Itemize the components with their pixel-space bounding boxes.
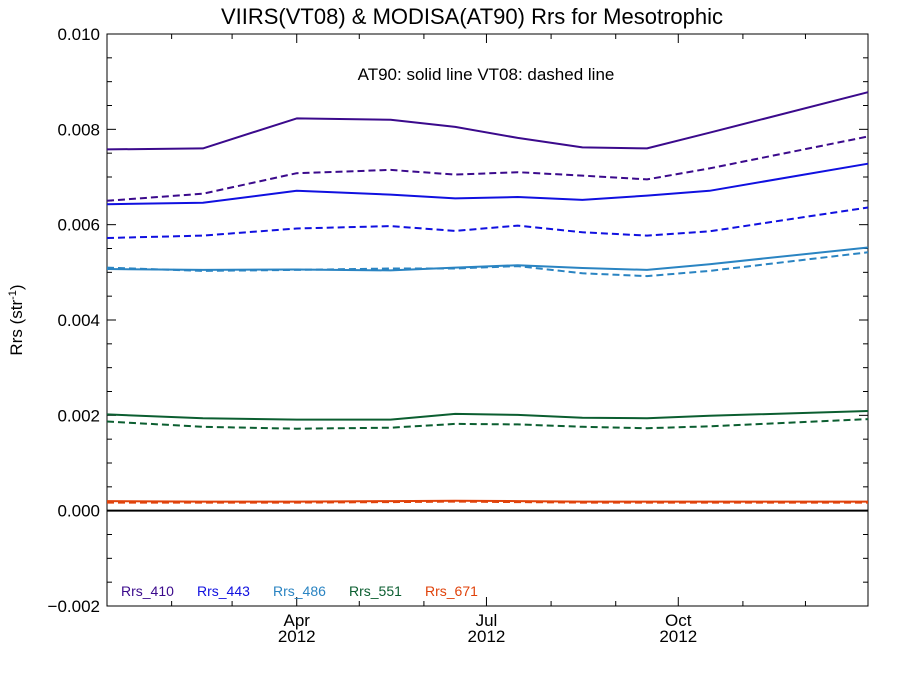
x-tick-label: Oct	[665, 611, 692, 630]
y-tick-label: 0.006	[57, 216, 100, 235]
series-line-rrs-410-vt08	[106, 135, 869, 202]
series-line-rrs-410-at90	[106, 91, 869, 151]
chart-title: VIIRS(VT08) & MODISA(AT90) Rrs for Mesot…	[221, 4, 723, 29]
legend-item-rrs-551: Rrs_551	[349, 583, 402, 599]
series-line-rrs-486-vt08	[106, 251, 869, 278]
legend-item-rrs-486: Rrs_486	[273, 583, 326, 599]
plot-frame	[106, 33, 869, 607]
x-tick-label: Jul	[476, 611, 498, 630]
series-line-rrs-551-at90	[106, 410, 869, 421]
y-axis-label-main: Rrs (str	[7, 300, 26, 356]
series-line-rrs-551-vt08	[106, 418, 869, 430]
series-line-rrs-443-vt08	[106, 206, 869, 239]
series-line-rrs-443-at90	[106, 162, 869, 206]
legend-item-rrs-671: Rrs_671	[425, 583, 478, 599]
x-tick-year-label: 2012	[278, 627, 316, 646]
y-tick-label: 0.002	[57, 406, 100, 425]
y-axis-label-sup: -1	[7, 290, 19, 300]
y-axis-label-close: )	[7, 284, 26, 290]
plot-area: −0.0020.0000.0020.0040.0060.0080.010Apr2…	[48, 25, 869, 646]
y-tick-label: 0.004	[57, 311, 100, 330]
y-tick-label: 0.000	[57, 502, 100, 521]
x-tick-year-label: 2012	[659, 627, 697, 646]
legend-item-rrs-443: Rrs_443	[197, 583, 250, 599]
line-style-annotation: AT90: solid line VT08: dashed line	[358, 65, 615, 84]
y-tick-label: 0.008	[57, 120, 100, 139]
y-tick-label: 0.010	[57, 25, 100, 44]
legend-item-rrs-410: Rrs_410	[121, 583, 174, 599]
y-tick-label: −0.002	[48, 597, 100, 616]
x-tick-label: Apr	[283, 611, 310, 630]
y-axis-label: Rrs (str-1)	[7, 284, 26, 355]
series-line-rrs-671-vt08	[107, 500, 868, 504]
x-tick-year-label: 2012	[468, 627, 506, 646]
